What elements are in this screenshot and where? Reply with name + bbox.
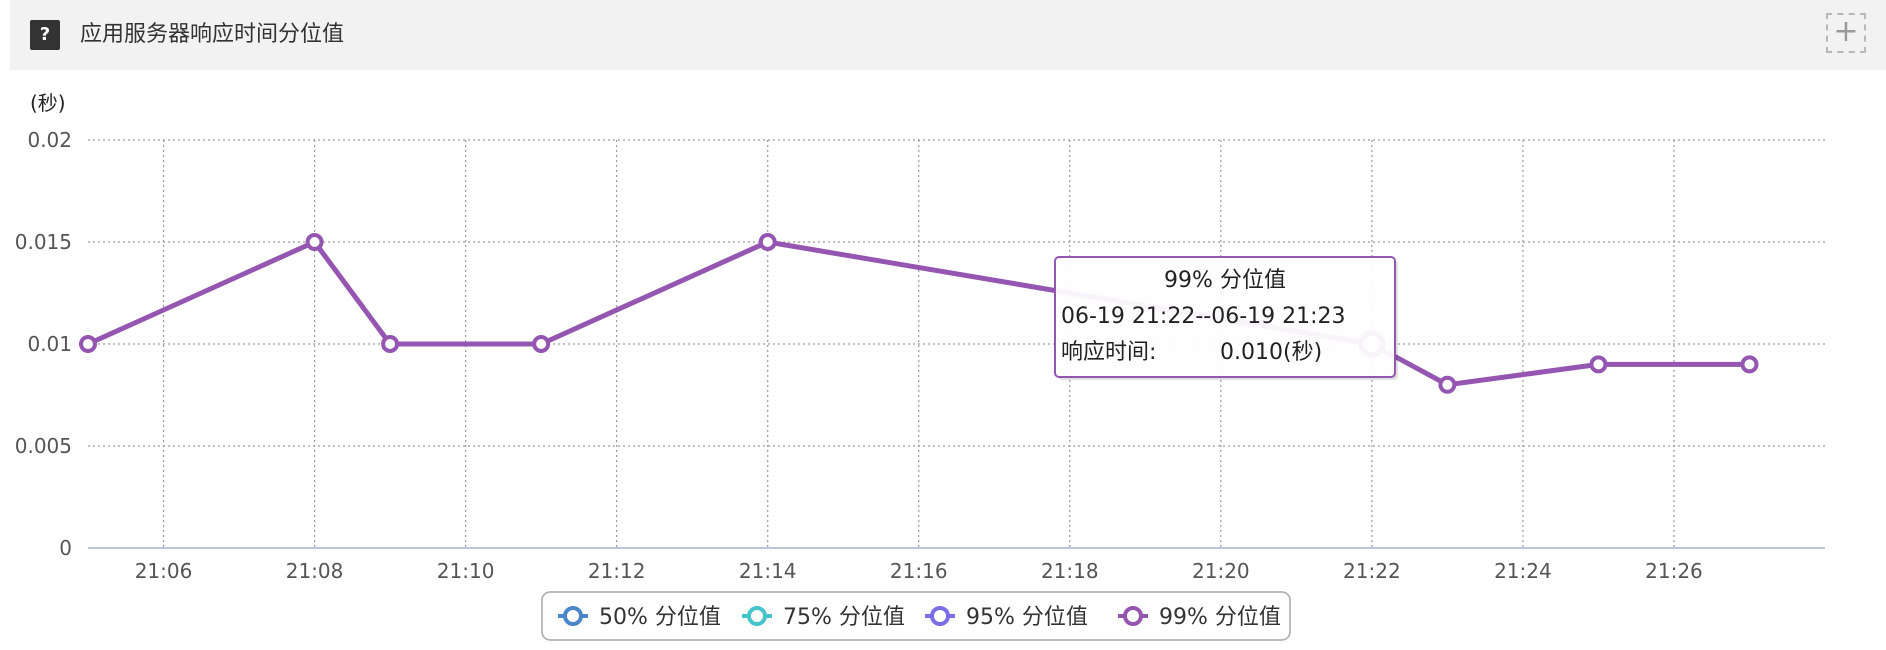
question-icon[interactable]: ? xyxy=(30,20,60,50)
x-tick-label: 21:18 xyxy=(1041,559,1099,583)
legend-item[interactable]: 99% 分位值 xyxy=(1118,605,1281,630)
legend-item[interactable]: 75% 分位值 xyxy=(742,605,905,630)
axis-layer: (秒) 0 0.005 0.01 0.015 0.02 21:06 21:08 21:10 21:… xyxy=(15,91,1825,583)
tooltip: 99% 分位值 06-19 21:22--06-19 21:23 响应时间: 0.01… xyxy=(1054,256,1398,380)
legend-marker xyxy=(563,606,583,626)
x-tick-label: 21:16 xyxy=(890,559,948,583)
data-point[interactable] xyxy=(1740,355,1759,374)
panel-header: ? 应用服务器响应时间分位值 + xyxy=(10,0,1886,70)
plus-icon: + xyxy=(1833,14,1859,49)
legend-label: 99% 分位值 xyxy=(1159,605,1281,630)
legend-label: 95% 分位值 xyxy=(966,605,1088,630)
data-point[interactable] xyxy=(1438,375,1457,394)
tooltip-label: 响应时间: xyxy=(1061,340,1156,365)
y-tick-label: 0.02 xyxy=(27,128,72,152)
data-point[interactable] xyxy=(532,335,551,353)
data-point[interactable] xyxy=(381,335,400,353)
y-tick-label: 0.015 xyxy=(15,230,72,254)
x-tick-label: 21:08 xyxy=(286,559,344,583)
tooltip-title: 99% 分位值 xyxy=(1164,268,1286,293)
x-tick-label: 21:24 xyxy=(1494,559,1552,583)
y-unit-label: (秒) xyxy=(30,91,66,115)
tooltip-value: 0.010(秒) xyxy=(1220,340,1322,365)
tooltip-range: 06-19 21:22--06-19 21:23 xyxy=(1061,304,1346,329)
expand-button[interactable]: + xyxy=(1826,13,1866,53)
x-tick-label: 21:14 xyxy=(739,559,797,583)
grid-layer xyxy=(88,139,1825,548)
x-tick-label: 21:22 xyxy=(1343,559,1401,583)
series-layer xyxy=(79,233,1759,394)
x-tick-label: 21:26 xyxy=(1645,559,1703,583)
legend-marker xyxy=(930,606,950,626)
line-chart: (秒) 0 0.005 0.01 0.015 0.02 21:06 21:08 21:10 21:… xyxy=(15,91,1825,641)
x-tick-label: 21:12 xyxy=(588,559,646,583)
data-point[interactable] xyxy=(1589,355,1608,374)
legend-marker xyxy=(747,606,767,626)
legend-label: 75% 分位值 xyxy=(783,605,905,630)
y-tick-label: 0.005 xyxy=(15,434,72,458)
legend-item[interactable]: 95% 分位值 xyxy=(925,605,1088,630)
x-tick-label: 21:10 xyxy=(437,559,495,583)
y-tick-label: 0 xyxy=(59,536,72,560)
tooltip-box xyxy=(1054,256,1396,378)
x-tick-label: 21:06 xyxy=(135,559,193,583)
data-point[interactable] xyxy=(758,233,777,251)
legend-label: 50% 分位值 xyxy=(599,605,721,630)
data-point[interactable] xyxy=(79,335,97,353)
legend: 50% 分位值 75% 分位值 95% 分位值 99% 分位值 xyxy=(541,591,1291,641)
panel-title: 应用服务器响应时间分位值 xyxy=(80,22,345,47)
series-line xyxy=(86,239,1750,388)
legend-marker xyxy=(1123,606,1143,626)
legend-box xyxy=(541,591,1291,641)
data-point[interactable] xyxy=(305,233,324,251)
x-tick-label: 21:20 xyxy=(1192,559,1250,583)
legend-item[interactable]: 50% 分位值 xyxy=(558,605,721,630)
y-tick-label: 0.01 xyxy=(27,332,72,356)
